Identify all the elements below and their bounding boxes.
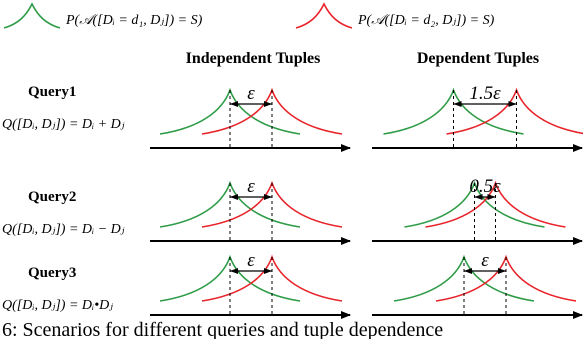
legend: P(𝒜([Dᵢ = d₁, Dⱼ]) = S) P(𝒜([Dᵢ = d₂, Dⱼ… [3,2,495,29]
query1-label: Query1 Q([Dᵢ, Dⱼ]) = Dᵢ + Dⱼ [2,84,125,132]
figure-caption: 6: Scenarios for different queries and t… [2,319,443,339]
query1-name: Query1 [28,84,76,100]
query3-left-gap-label: ε [247,250,255,271]
query3-formula: Q([Dᵢ, Dⱼ]) = Dᵢ•Dⱼ [2,298,113,313]
query2-right-gap-label: 0.5ε [469,176,501,197]
header-dependent: Dependent Tuples [417,50,539,67]
query3-name: Query3 [28,265,76,281]
legend-red-text: P(𝒜([Dᵢ = d₂, Dⱼ]) = S) [357,13,495,28]
query1-right-red-curve [446,87,583,135]
legend-green-curve-icon [3,2,61,29]
query3-right-gap-label: ε [481,250,489,271]
panels: ε 1.5ε ε 0.5ε ε ε [150,83,583,319]
query1-right-gap-label: 1.5ε [469,83,501,104]
query1-formula: Q([Dᵢ, Dⱼ]) = Dᵢ + Dⱼ [2,117,125,132]
legend-green-text: P(𝒜([Dᵢ = d₁, Dⱼ]) = S) [65,13,203,28]
legend-red-curve-icon [295,2,353,29]
query2-formula: Q([Dᵢ, Dⱼ]) = Dᵢ − Dⱼ [2,222,125,237]
header-independent: Independent Tuples [186,50,321,67]
query2-label: Query2 Q([Dᵢ, Dⱼ]) = Dᵢ − Dⱼ [2,189,125,237]
query2-name: Query2 [28,189,76,205]
query2-left-gap-label: ε [247,176,255,197]
query1-left-gap-label: ε [247,83,255,104]
query3-label: Query3 Q([Dᵢ, Dⱼ]) = Dᵢ•Dⱼ [2,265,113,313]
